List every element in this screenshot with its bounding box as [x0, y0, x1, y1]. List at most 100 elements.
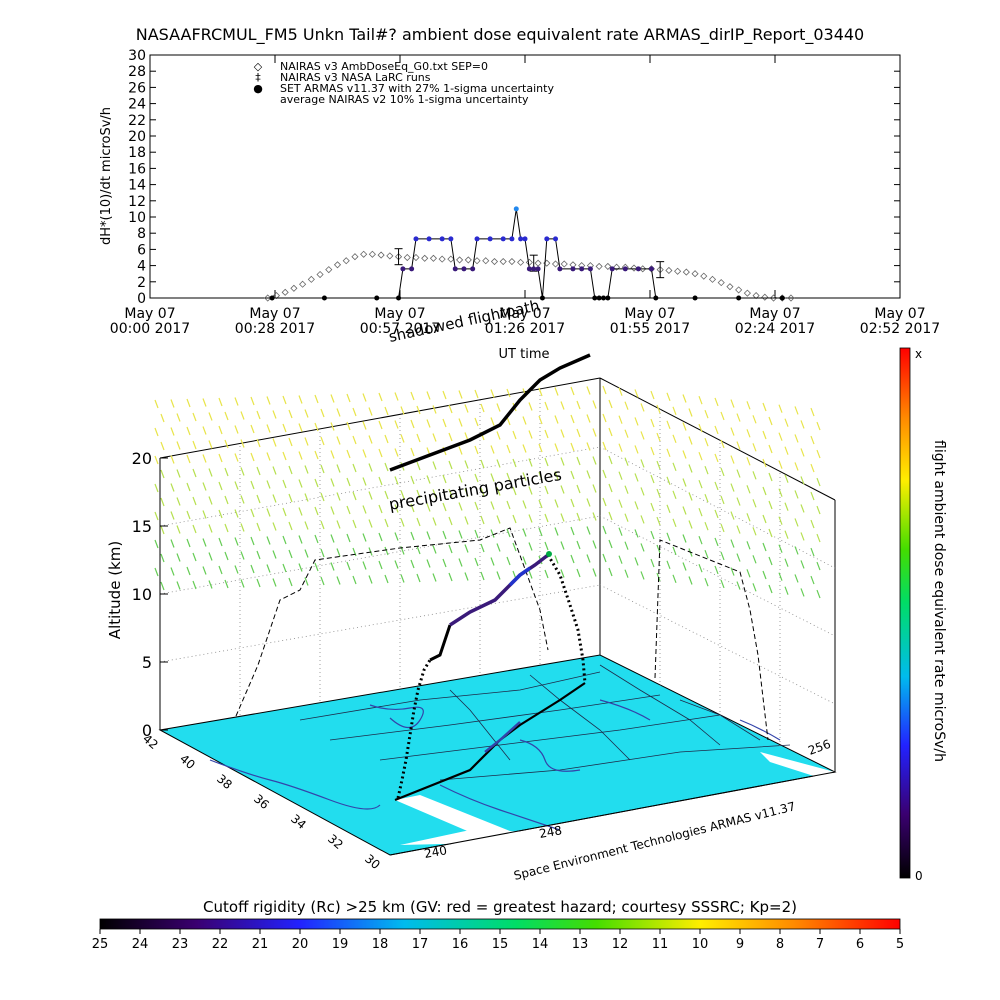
- top-y-tick-label: 22: [128, 113, 146, 129]
- particle-dash: [624, 513, 629, 522]
- particle-dash: [682, 394, 687, 403]
- particle-dash: [288, 521, 293, 531]
- particle-dash: [480, 459, 485, 469]
- bottom-colorbar-bar: [99, 918, 901, 930]
- particle-dash: [272, 522, 277, 531]
- particle-dash: [202, 538, 207, 547]
- colorbar-tick-label: 8: [776, 937, 784, 952]
- particle-dash: [650, 530, 655, 540]
- particle-dash: [442, 390, 447, 400]
- colorbar-tick-label: 25: [92, 937, 109, 952]
- particle-dash: [208, 580, 213, 589]
- particle-dash: [560, 541, 565, 550]
- top-x-tick-label-date: May 07: [374, 306, 425, 322]
- particle-dash: [202, 454, 207, 463]
- particle-dash: [416, 545, 421, 555]
- altitude-tick-label: 20: [132, 449, 152, 468]
- particle-dash: [714, 453, 719, 463]
- particle-dash: [192, 552, 197, 562]
- top-y-tick-label: 6: [137, 242, 146, 258]
- particle-dash: [768, 584, 773, 594]
- particle-dash: [250, 564, 255, 574]
- armas-point: [413, 236, 419, 242]
- particle-dash: [528, 514, 533, 523]
- particle-dash: [346, 393, 351, 403]
- particle-dash: [202, 482, 207, 491]
- particle-dash: [176, 413, 181, 422]
- nairas-point: [351, 253, 359, 261]
- legend-symbol: ◇: [254, 60, 263, 73]
- right-colorbar-top-label: x: [915, 347, 922, 361]
- particle-dash: [714, 397, 719, 407]
- nairas-point: [447, 255, 455, 263]
- particle-dash: [634, 445, 639, 454]
- particle-dash: [208, 468, 213, 477]
- particle-dash: [730, 399, 735, 408]
- particle-dash: [256, 494, 261, 504]
- particle-dash: [688, 436, 693, 445]
- nairas-point: [717, 279, 725, 287]
- particle-dash: [730, 483, 735, 492]
- particle-dash: [714, 537, 719, 547]
- particle-dash: [794, 518, 799, 527]
- particle-dash: [192, 468, 197, 478]
- particle-dash: [474, 557, 479, 567]
- top-y-axis-label: dH*(10)/dt microSv/h: [99, 107, 114, 245]
- particle-dash: [448, 460, 453, 470]
- particle-dash: [736, 581, 741, 590]
- particle-dash: [464, 404, 469, 413]
- particle-dash: [762, 514, 767, 524]
- particle-dash: [352, 435, 357, 445]
- particle-dash: [394, 504, 399, 513]
- particle-dash: [176, 581, 181, 590]
- particle-dash: [746, 513, 751, 522]
- particle-dash: [314, 534, 319, 544]
- particle-dash: [672, 406, 677, 416]
- particle-dash: [768, 500, 773, 510]
- particle-dash: [464, 572, 469, 581]
- particle-dash: [496, 487, 501, 496]
- particle-dash: [234, 537, 239, 546]
- particle-dash: [384, 434, 389, 444]
- particle-dash: [458, 530, 463, 539]
- particle-dash: [240, 467, 245, 476]
- particle-dash: [272, 578, 277, 587]
- nairas-point: [630, 264, 638, 272]
- particle-dash: [170, 567, 175, 576]
- particle-dash: [336, 520, 341, 529]
- particle-dash: [474, 501, 479, 511]
- particle-dash: [474, 389, 479, 399]
- armas-point: [439, 236, 445, 242]
- top-x-tick-label-date: May 07: [124, 306, 175, 322]
- armas-point: [653, 295, 659, 301]
- particle-dash: [816, 449, 821, 459]
- particle-dash: [410, 391, 415, 401]
- particle-dash: [218, 425, 223, 435]
- colorbar-tick-label: 17: [412, 937, 429, 952]
- particle-dash: [394, 448, 399, 457]
- particle-dash: [432, 545, 437, 554]
- particle-dash: [170, 399, 175, 408]
- particle-dash: [778, 404, 783, 413]
- particle-dash: [544, 541, 549, 551]
- particle-dash: [576, 512, 581, 522]
- particle-dash: [282, 395, 287, 405]
- particle-dash: [240, 439, 245, 448]
- nairas-point: [743, 289, 751, 297]
- particle-dash: [752, 415, 757, 424]
- particle-dash: [202, 426, 207, 435]
- particle-dash: [218, 537, 223, 547]
- particle-dash: [554, 555, 559, 564]
- particle-dash: [368, 547, 373, 556]
- particle-dash: [682, 450, 687, 459]
- particle-dash: [154, 539, 159, 549]
- particle-dash: [432, 517, 437, 526]
- particle-dash: [634, 557, 639, 566]
- particle-dash: [608, 455, 613, 465]
- armas-point: [635, 266, 641, 272]
- particle-dash: [608, 539, 613, 549]
- right-colorbar: x 0 flight ambient dose equivalent rate …: [899, 347, 947, 883]
- nairas-point: [482, 257, 490, 265]
- particle-dash: [768, 444, 773, 454]
- particle-dash: [762, 402, 767, 412]
